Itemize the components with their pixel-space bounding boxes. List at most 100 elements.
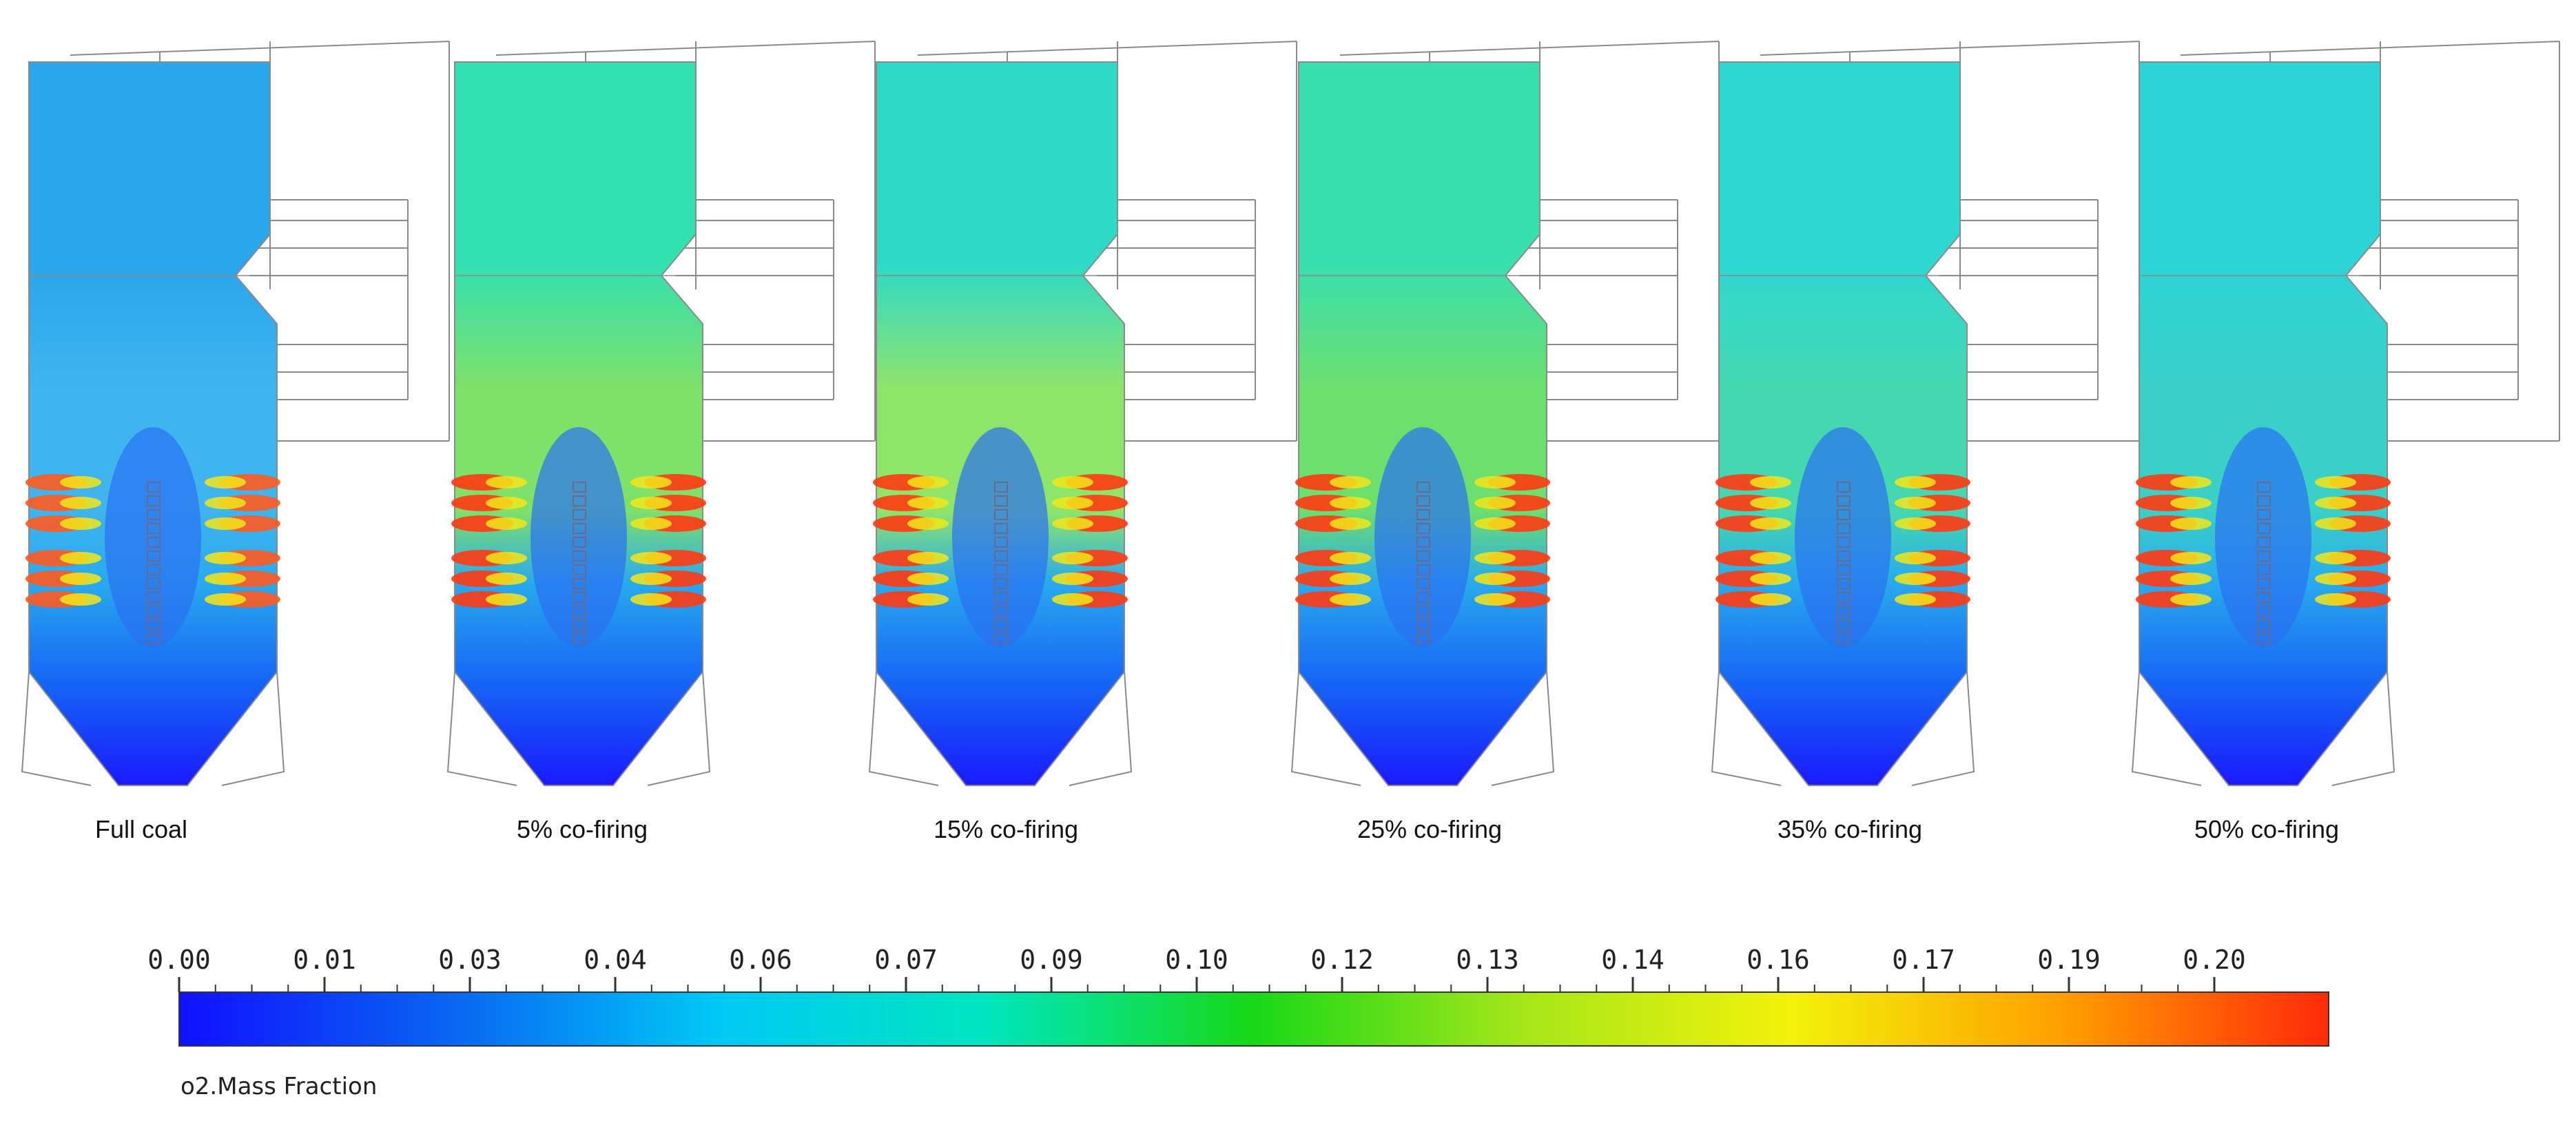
burner-flame-left (1330, 593, 1371, 606)
burner-column-cell (573, 523, 586, 534)
burner-flame-right (630, 552, 672, 564)
burner-flame-right (630, 593, 672, 606)
burner-flame-left (60, 517, 101, 530)
burner-column-cell (994, 537, 1008, 548)
burner-flame-right (1474, 517, 1516, 530)
burner-column-cell (573, 509, 586, 520)
burner-column-cell (1416, 564, 1430, 575)
burner-column-cell (2257, 564, 2271, 575)
burner-column-cell (1416, 509, 1430, 520)
caption-full-coal: Full coal (95, 815, 187, 843)
burner-column-cell (1416, 592, 1430, 603)
burner-column-cell (2257, 633, 2271, 644)
burner-flame-right (2315, 497, 2356, 509)
burner-flame-left (60, 476, 101, 488)
burner-flame-left (1750, 476, 1791, 488)
burner-flame-left (1330, 497, 1371, 509)
burner-flame-right (205, 476, 246, 488)
burner-flame-left (2170, 517, 2212, 530)
burner-flame-right (1052, 476, 1093, 488)
burner-column-cell (994, 564, 1008, 575)
colorbar-tick-label: 0.16 (1746, 945, 1810, 975)
burner-flame-left (907, 476, 949, 488)
burner-column-cell (994, 633, 1008, 644)
burner-column-cell (2257, 592, 2271, 603)
burner-column-cell (573, 592, 586, 603)
burner-column-cell (1837, 482, 1851, 493)
burner-flame-left (1330, 573, 1371, 585)
burner-flame-left (1330, 476, 1371, 488)
colorbar-tick-label: 0.03 (438, 945, 502, 975)
burner-flame-right (630, 573, 672, 585)
furnace-body (2139, 61, 2388, 786)
burner-flame-right (1052, 517, 1093, 530)
burner-column-cell (2257, 495, 2271, 506)
burner-flame-left (1750, 517, 1791, 530)
burner-column-cell (573, 606, 586, 617)
burner-column-cell (1416, 633, 1430, 644)
burner-flame-right (1895, 573, 1936, 585)
burner-flame-left (2170, 552, 2212, 564)
burner-flame-left (907, 593, 949, 606)
burner-column-cell (147, 509, 161, 520)
furnace-body (28, 61, 278, 786)
furnace-panel (2131, 41, 2560, 786)
furnace-panel (1711, 41, 2140, 786)
burner-flame-right (1052, 593, 1093, 606)
burner-column-cell (1416, 537, 1430, 548)
colorbar-tick-label: 0.04 (584, 945, 647, 975)
burner-column-cell (147, 523, 161, 534)
burner-flame-left (486, 517, 527, 530)
colorbar-tick-label: 0.17 (1892, 945, 1955, 975)
burner-column-cell (1416, 523, 1430, 534)
burner-column-cell (2257, 551, 2271, 562)
burner-column-cell (994, 523, 1008, 534)
burner-flame-left (1330, 517, 1371, 530)
burner-column-cell (1837, 633, 1851, 644)
hopper-outline (1290, 671, 1555, 786)
furnace-panel (1290, 41, 1720, 786)
burner-flame-left (486, 573, 527, 585)
caption-35-cofiring: 35% co-firing (1778, 815, 1922, 843)
colorbar-tick-label: 0.09 (1020, 945, 1083, 975)
colorbar-tick-label: 0.07 (874, 945, 938, 975)
hopper-outline (21, 671, 285, 786)
burner-column-cell (573, 482, 586, 493)
colorbar-tick-label: 0.00 (147, 945, 211, 975)
hopper-outline (868, 671, 1133, 786)
burner-column-cell (1837, 523, 1851, 534)
colorbar-tick-label: 0.01 (293, 945, 356, 975)
burner-flame-right (205, 573, 246, 585)
panel-captions: Full coal 5% co-firing 15% co-firing 25%… (95, 815, 2339, 843)
burner-flame-right (630, 476, 672, 488)
duct-outline (495, 41, 876, 56)
burner-flame-right (1474, 552, 1516, 564)
burner-column-cell (1837, 564, 1851, 575)
burner-column-cell (994, 551, 1008, 562)
burner-column-cell (2257, 523, 2271, 534)
furnace-body (1718, 61, 1968, 786)
colorbar-tick-label: 0.14 (1601, 945, 1665, 975)
caption-25-cofiring: 25% co-firing (1357, 815, 1502, 843)
burner-column-cell (1837, 495, 1851, 506)
burner-column-cell (1416, 578, 1430, 589)
burner-flame-left (60, 552, 101, 564)
burner-flame-left (60, 573, 101, 585)
burner-flame-left (1750, 573, 1791, 585)
burner-column-cell (1837, 578, 1851, 589)
burner-flame-left (1750, 497, 1791, 509)
burner-flame-right (205, 552, 246, 564)
burner-flame-right (1895, 497, 1936, 509)
burner-flame-left (2170, 476, 2212, 488)
burner-flame-right (2315, 573, 2356, 585)
furnace-body (454, 61, 703, 786)
burner-flame-right (1895, 593, 1936, 606)
colorbar-gradient (178, 991, 2329, 1047)
burner-flame-right (205, 593, 246, 606)
burner-column-cell (1837, 592, 1851, 603)
burner-flame-right (630, 497, 672, 509)
burner-column-cell (1416, 495, 1430, 506)
burner-column-cell (147, 482, 161, 493)
burner-flame-left (486, 497, 527, 509)
